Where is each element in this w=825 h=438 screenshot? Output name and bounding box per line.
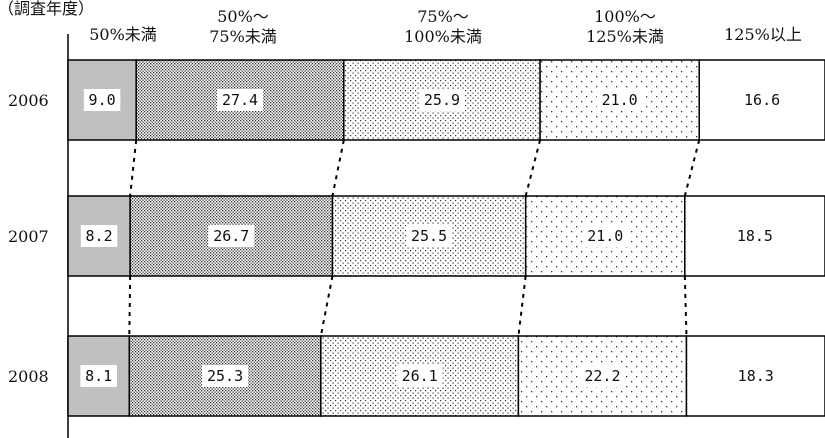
value-label: 8.2 — [86, 227, 113, 245]
legend-label: 125%以上 — [724, 25, 802, 44]
connector-line — [683, 139, 701, 197]
value-label: 9.0 — [89, 91, 116, 109]
bars: 9.0 27.4 25.9 21.0 16.6 8.2 26.7 25.5 21.0 18.5 8.… — [67, 59, 825, 417]
value-label: 25.5 — [411, 227, 447, 245]
value-label: 22.2 — [584, 367, 620, 385]
value-label: 25.3 — [207, 367, 243, 385]
connector-lines — [128, 139, 701, 337]
value-label-bg — [418, 89, 465, 111]
connector-line — [129, 139, 138, 197]
value-label-bg — [80, 225, 118, 247]
connector-line — [517, 275, 527, 337]
connector-line — [683, 275, 688, 337]
value-label-bg — [731, 225, 778, 247]
legend-label: 50%未満 — [89, 25, 157, 44]
value-label-bg — [217, 89, 264, 111]
legend-label: 50%～ — [217, 7, 269, 26]
value-label-bg — [406, 225, 453, 247]
value-label-bg — [396, 365, 443, 387]
connector-line — [128, 275, 132, 337]
value-label: 18.3 — [738, 367, 774, 385]
value-label: 27.4 — [222, 91, 258, 109]
value-label-bg — [739, 89, 786, 111]
connector-line — [319, 275, 334, 337]
year-label: 2007 — [8, 227, 49, 246]
value-label: 8.1 — [85, 367, 112, 385]
legend: 50%未満 50%～75%未満 75%～100%未満 100%～125%未満 125%以… — [89, 7, 802, 46]
connector-line — [524, 139, 542, 197]
value-label: 21.0 — [602, 91, 638, 109]
connector-line — [331, 139, 345, 197]
value-label-bg — [83, 89, 121, 111]
legend-label: 100%～ — [594, 7, 656, 26]
value-label: 25.9 — [424, 91, 460, 109]
legend-label: 75%～ — [417, 7, 469, 26]
legend-label: 100%未満 — [404, 27, 482, 46]
value-label: 26.1 — [402, 367, 438, 385]
value-label: 21.0 — [587, 227, 623, 245]
bar-segment — [685, 335, 825, 417]
year-labels: 2006 2007 2008 — [8, 91, 49, 386]
value-label: 18.5 — [737, 227, 773, 245]
value-label-bg — [732, 365, 779, 387]
value-label-bg — [579, 365, 626, 387]
year-label: 2006 — [8, 91, 49, 110]
year-label: 2008 — [8, 367, 49, 386]
value-label-bg — [596, 89, 643, 111]
value-label-bg — [582, 225, 629, 247]
legend-label: 75%未満 — [209, 27, 277, 46]
legend-label: 125%未満 — [586, 27, 664, 46]
value-label: 26.7 — [213, 227, 249, 245]
value-label: 16.6 — [744, 91, 780, 109]
y-axis-title: （調査年度） — [0, 0, 94, 18]
value-label-bg — [202, 365, 249, 387]
value-label-bg — [80, 365, 117, 387]
value-label-bg — [208, 225, 255, 247]
